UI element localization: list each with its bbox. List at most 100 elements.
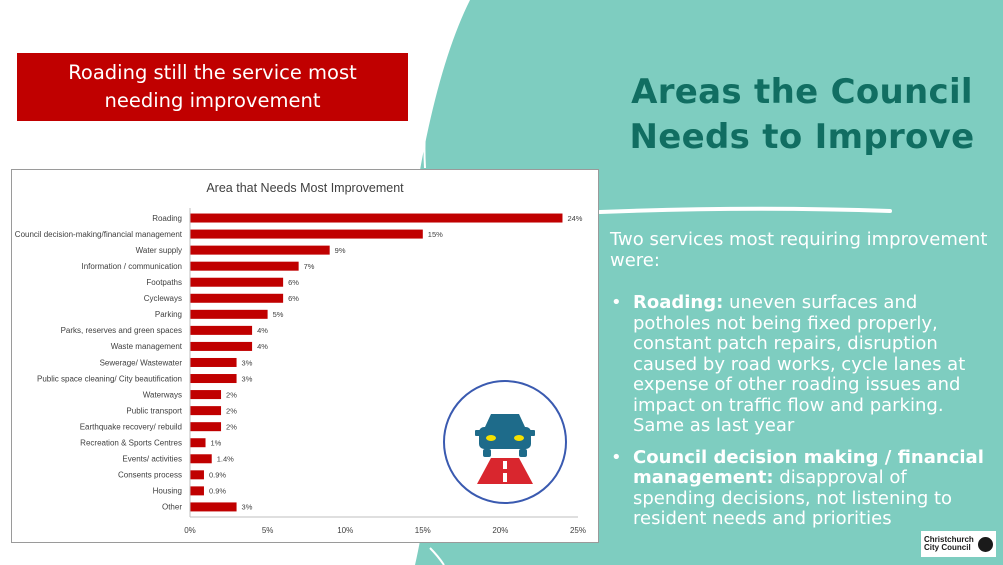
chart-container: Area that Needs Most Improvement Roading 2… [11,169,599,543]
category-label: Waterways [143,390,182,399]
page-title-line-1: Areas the Council [631,72,973,112]
car-mirror-right-icon [529,430,535,436]
white-swoosh [409,0,442,169]
bar [190,357,237,367]
page-title-line-2: Needs to Improve [629,117,975,157]
data-label: 4% [257,342,268,351]
bar-chart: Area that Needs Most Improvement Roading 2… [15,181,586,535]
findings-intro: Two services most requiring improvement … [610,229,988,271]
car-mirror-left-icon [475,430,481,436]
bar [190,309,268,319]
category-label: Cycleways [144,294,182,303]
data-label: 4% [257,326,268,335]
bar [190,374,237,384]
road-line-top-icon [503,461,507,469]
data-label: 0.9% [209,487,226,496]
x-tick-label: 5% [262,526,274,535]
page-title: Areas the Council Needs to Improve [612,70,992,160]
white-swoosh-2 [423,0,461,169]
headline-banner: Roading still the service most needing i… [17,53,408,121]
finding-council-label: Council decision making / financial mana… [633,446,984,488]
bar [190,422,222,432]
data-label: 7% [304,262,315,271]
x-tick-label: 25% [570,526,586,535]
data-label: 0.9% [209,471,226,480]
category-label: Public transport [126,406,182,415]
x-tick-label: 0% [184,526,196,535]
x-tick-label: 15% [415,526,431,535]
category-label: Earthquake recovery/ rebuild [80,422,182,431]
category-label: Water supply [136,246,182,255]
bar [190,502,237,512]
category-label: Roading [152,214,182,223]
car-wheel-left-icon [483,449,491,457]
logo-line-1: Christchurch [924,535,974,544]
data-label: 2% [226,390,237,399]
bar [190,293,284,303]
car-body-icon [479,427,531,449]
bar [190,438,206,448]
car-roof-icon [485,414,525,427]
bar [190,341,253,351]
data-label: 3% [242,374,253,383]
bar [190,229,423,239]
data-label: 2% [226,406,237,415]
findings-list: Roading: uneven surfaces and potholes no… [610,292,992,530]
data-label: 3% [242,503,253,512]
bar [190,325,253,335]
category-label: Information / communication [82,262,183,271]
findings-panel: Two services most requiring improvement … [610,229,992,541]
data-label: 3% [242,358,253,367]
road-line-bottom-icon [503,473,507,482]
data-label: 1% [211,439,222,448]
x-tick-label: 20% [492,526,508,535]
data-label: 24% [567,214,582,223]
bar [190,213,563,223]
category-label: Council decision-making/financial manage… [15,230,183,239]
banner-line-2: needing improvement [104,89,321,112]
car-headlight-left-icon [486,435,496,441]
category-label: Consents process [118,471,182,480]
bar [190,486,204,496]
bar [190,470,204,480]
car-headlight-right-icon [514,435,524,441]
category-label: Parking [155,310,182,319]
car-wheel-right-icon [519,449,527,457]
data-label: 5% [273,310,284,319]
white-divider [598,206,892,214]
category-label: Parks, reserves and green spaces [61,326,182,335]
bar [190,406,222,416]
banner-line-1: Roading still the service most [68,61,357,84]
bar [190,454,212,464]
logo-line-2: City Council [924,543,971,552]
chart-title: Area that Needs Most Improvement [206,181,404,195]
category-label: Footpaths [146,278,182,287]
category-label: Housing [153,487,182,496]
data-label: 2% [226,422,237,431]
white-swoosh-bottom [429,547,445,565]
finding-roading-text: uneven surfaces and potholes not being f… [633,292,966,436]
data-label: 1.4% [217,455,234,464]
category-label: Waste management [111,342,183,351]
bar [190,261,299,271]
x-tick-label: 10% [337,526,353,535]
finding-roading: Roading: uneven surfaces and potholes no… [610,292,992,437]
category-label: Public space cleaning/ City beautificati… [37,374,182,383]
category-label: Sewerage/ Wastewater [100,358,183,367]
data-label: 6% [288,278,299,287]
council-logo: Christchurch City Council [921,531,996,557]
finding-council: Council decision making / financial mana… [610,446,992,530]
category-label: Recreation & Sports Centres [80,439,182,448]
category-label: Events/ activities [122,455,182,464]
bar [190,277,284,287]
bar [190,245,330,255]
data-label: 9% [335,246,346,255]
data-label: 15% [428,230,443,239]
finding-roading-label: Roading: [633,292,724,313]
category-label: Other [162,503,182,512]
logo-mark-icon [978,536,993,552]
road-icon [477,458,533,484]
data-label: 6% [288,294,299,303]
bar [190,390,222,400]
finding-council-text: disapproval of spending decisions, not l… [633,467,953,529]
